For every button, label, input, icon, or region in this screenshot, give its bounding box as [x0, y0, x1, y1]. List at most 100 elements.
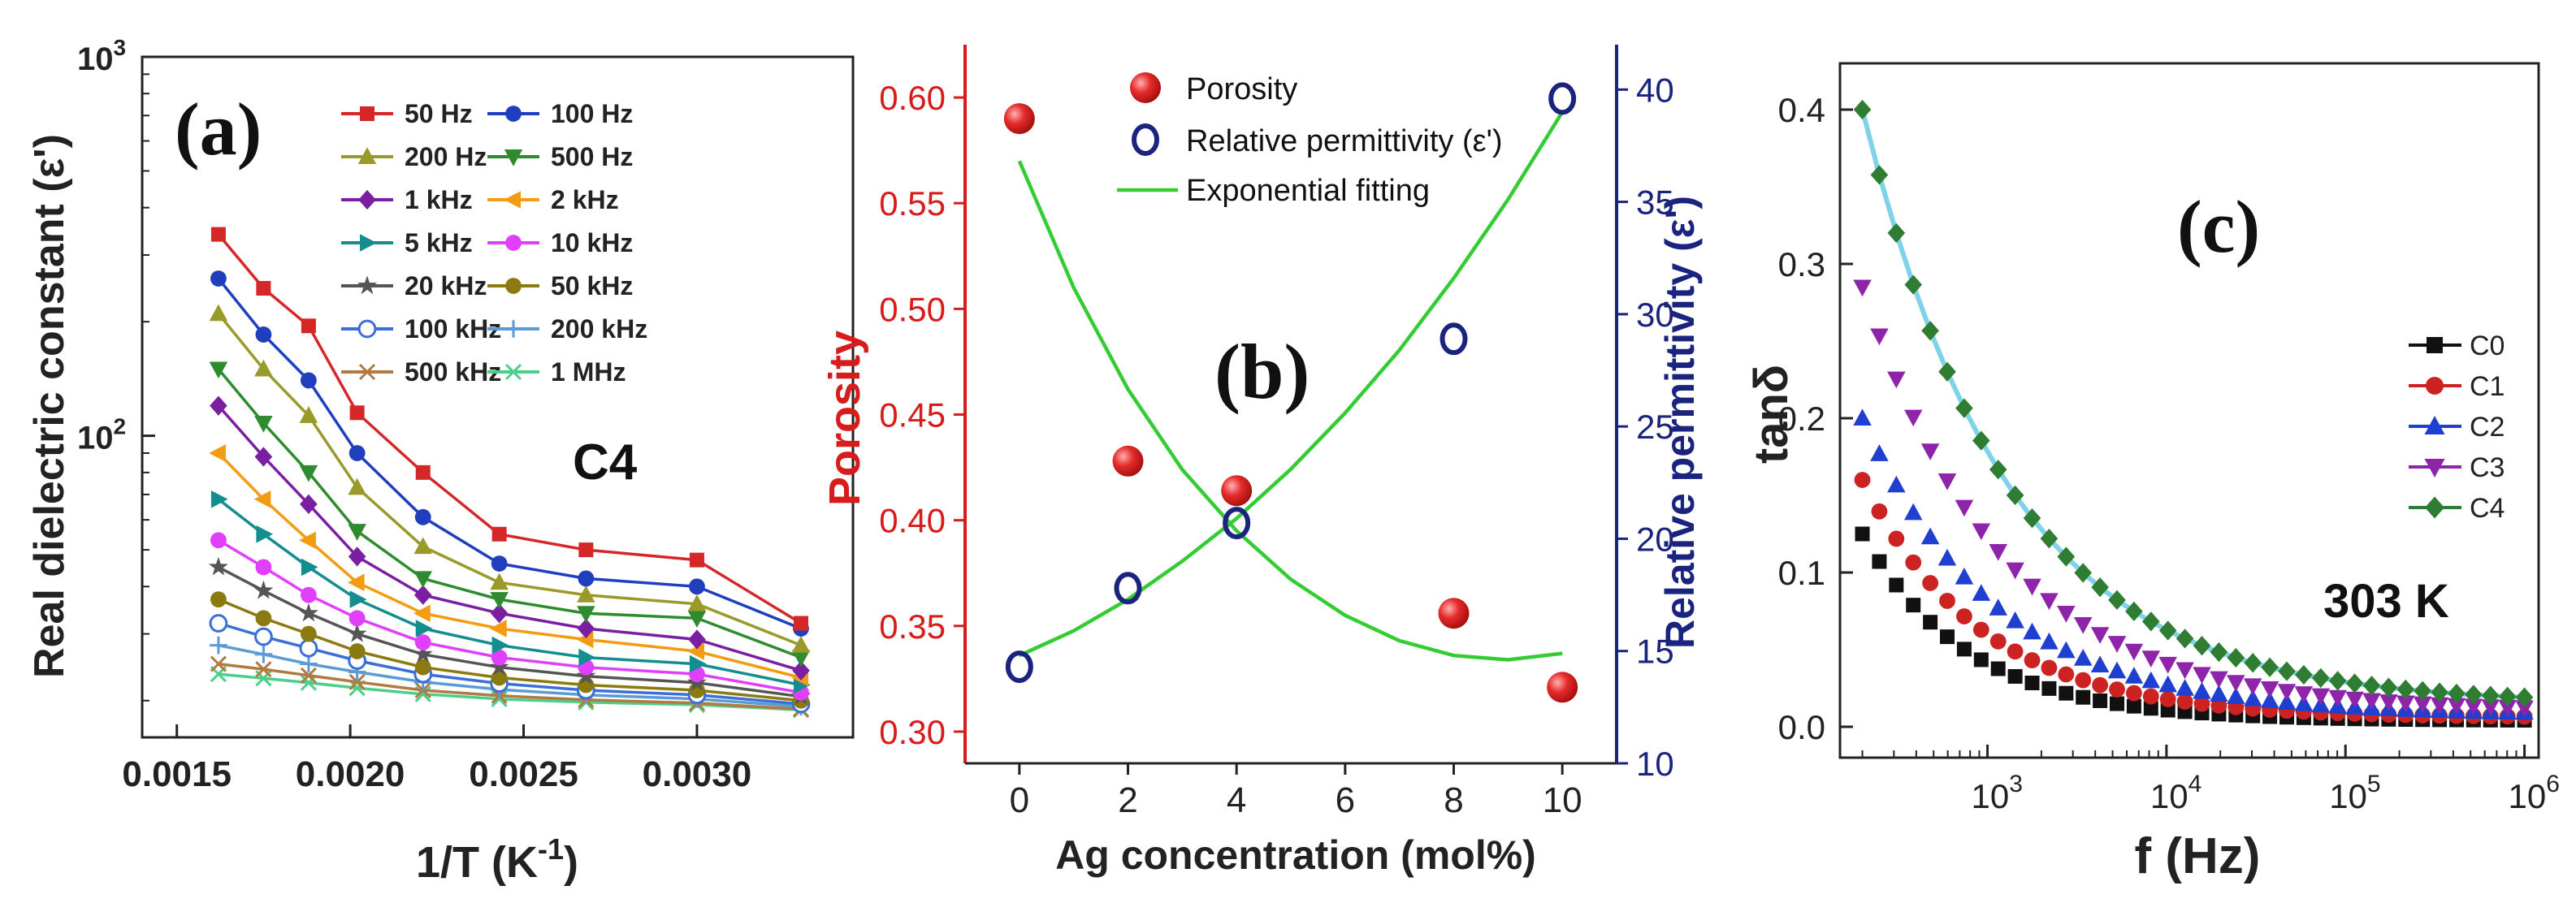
panel-b-permittivity-point — [1114, 572, 1142, 605]
panel-a-xlabel-end: ) — [564, 838, 578, 887]
panel-b: 0 2 4 6 8 10 0.30 0.35 0.40 0.45 0.50 0.55 0.60 10 15 2… — [820, 45, 1703, 878]
panel-b-ytick-left-label: 0.55 — [879, 184, 946, 223]
panel-c-point — [1955, 499, 1974, 517]
panel-a-point — [300, 655, 318, 673]
panel-c-legend-label: C2 — [2470, 412, 2505, 443]
panel-a-ytick-label: 102 — [77, 414, 126, 456]
panel-c-xlabel: f (Hz) — [2135, 828, 2261, 884]
panel-c-series — [1853, 99, 2534, 728]
panel-a-frame — [141, 55, 855, 739]
panel-c-point — [2176, 679, 2194, 696]
panel-a-point — [687, 642, 704, 660]
panel-c-point — [2141, 650, 2161, 668]
panel-b-permittivity-point — [1005, 650, 1033, 684]
panel-c-point — [2277, 684, 2297, 701]
panel-a-point — [300, 494, 318, 514]
panel-c-point — [1870, 165, 1889, 185]
panel-c-point — [1870, 328, 1889, 346]
panel-c-point — [2093, 693, 2108, 708]
panel-a-legend-label: 100 kHz — [405, 314, 501, 344]
panel-c-point — [2362, 676, 2381, 696]
panel-c-point — [2431, 682, 2448, 702]
panel-c-point — [2023, 508, 2041, 529]
panel-c-point — [2227, 647, 2245, 668]
panel-c-point — [1887, 475, 1906, 493]
panel-a-point — [414, 634, 431, 650]
panel-a-legend-label: 10 kHz — [551, 228, 633, 257]
panel-c-xtick-base: 10 — [1972, 777, 2010, 815]
panel-c-point — [2414, 681, 2431, 701]
panel-c-legend-label: C1 — [2470, 371, 2505, 402]
panel-c-point — [2024, 652, 2041, 668]
panel-c-point — [2328, 671, 2347, 691]
panel-a-point — [490, 572, 509, 590]
panel-b-ylabel-left: Porosity — [820, 331, 869, 506]
panel-c-point — [1972, 430, 1990, 451]
panel-a-legend-marker — [357, 147, 377, 164]
panel-a-point — [255, 661, 272, 678]
panel-c-xtick-exp: 3 — [2009, 771, 2023, 797]
panel-b-legend: Porosity Relative permittivity (ε') Expone… — [1117, 72, 1502, 208]
panel-b-ytick-right-label: 20 — [1636, 520, 1674, 558]
panel-c-point — [2210, 642, 2228, 663]
panel-a-legend-label: 5 kHz — [405, 228, 473, 257]
panel-a-point — [576, 630, 594, 649]
panel-a-point — [687, 594, 707, 611]
panel-c-point — [2210, 685, 2228, 702]
panel-c-legend-marker — [2424, 416, 2445, 434]
panel-c-ytick-label: 0.3 — [1778, 245, 1825, 283]
panel-a-point — [577, 618, 595, 639]
panel-b-xtick-label: 8 — [1444, 780, 1463, 820]
panel-a-point — [349, 643, 366, 659]
panel-a-ytick-base: 10 — [77, 421, 114, 456]
panel-a-point — [689, 655, 707, 673]
panel-c-legend-marker — [2427, 337, 2443, 353]
panel-a-point — [491, 649, 508, 666]
panel-a-point — [301, 558, 318, 577]
panel-b-ytick-left-label: 0.50 — [879, 290, 946, 328]
panel-c-point — [2464, 698, 2483, 716]
panel-a-legend-marker — [360, 234, 377, 252]
panel-c-point — [2109, 681, 2125, 698]
panel-b-ytick-left-label: 0.30 — [879, 713, 946, 751]
panel-b-legend-porosity-marker — [1130, 72, 1161, 103]
panel-a-point — [347, 624, 367, 642]
panel-c-point — [2311, 688, 2331, 706]
panel-c-point — [1939, 593, 1955, 609]
panel-c-point — [2465, 685, 2483, 705]
panel-b-porosity-point — [1438, 598, 1470, 629]
panel-a-point — [299, 638, 318, 658]
panel-c-point — [2041, 681, 2057, 696]
panel-c-point — [1921, 321, 1939, 341]
panel-a-point — [413, 571, 432, 589]
panel-a-point — [255, 559, 272, 576]
panel-c-point — [1972, 584, 1991, 601]
panel-c-point — [1903, 503, 1923, 521]
panel-b-xtick-label: 4 — [1227, 780, 1246, 820]
panel-a-point — [210, 532, 227, 549]
panel-b-xtick-label: 0 — [1010, 780, 1029, 820]
panel-c-point — [2023, 622, 2041, 640]
panel-c-annotation: 303 K — [2323, 575, 2449, 628]
panel-a-legend-label: 200 kHz — [551, 314, 647, 344]
panel-a-legend-marker — [505, 235, 522, 251]
panel-a-legend-marker — [358, 189, 376, 210]
panel-a-xtick-label: 0.0025 — [469, 754, 578, 794]
panel-c-point — [2176, 662, 2194, 680]
panel-a-point — [210, 636, 227, 655]
panel-c-point — [1937, 473, 1957, 490]
panel-c-xtick-base: 10 — [2329, 777, 2367, 815]
panel-c-point — [2057, 641, 2076, 659]
panel-c-point — [2006, 562, 2024, 580]
panel-b-porosity-fit — [1017, 160, 1563, 662]
panel-c-point — [1938, 361, 1956, 382]
panel-a-point — [254, 645, 273, 663]
panel-c-point — [1872, 554, 1887, 569]
panel-c-point — [1887, 223, 1906, 244]
panel-b-xtick-label: 2 — [1118, 780, 1137, 820]
panel-a-point — [254, 447, 273, 467]
panel-a-point — [414, 659, 431, 676]
panel-c-point — [2396, 695, 2415, 713]
panel-c-point — [2076, 689, 2091, 705]
